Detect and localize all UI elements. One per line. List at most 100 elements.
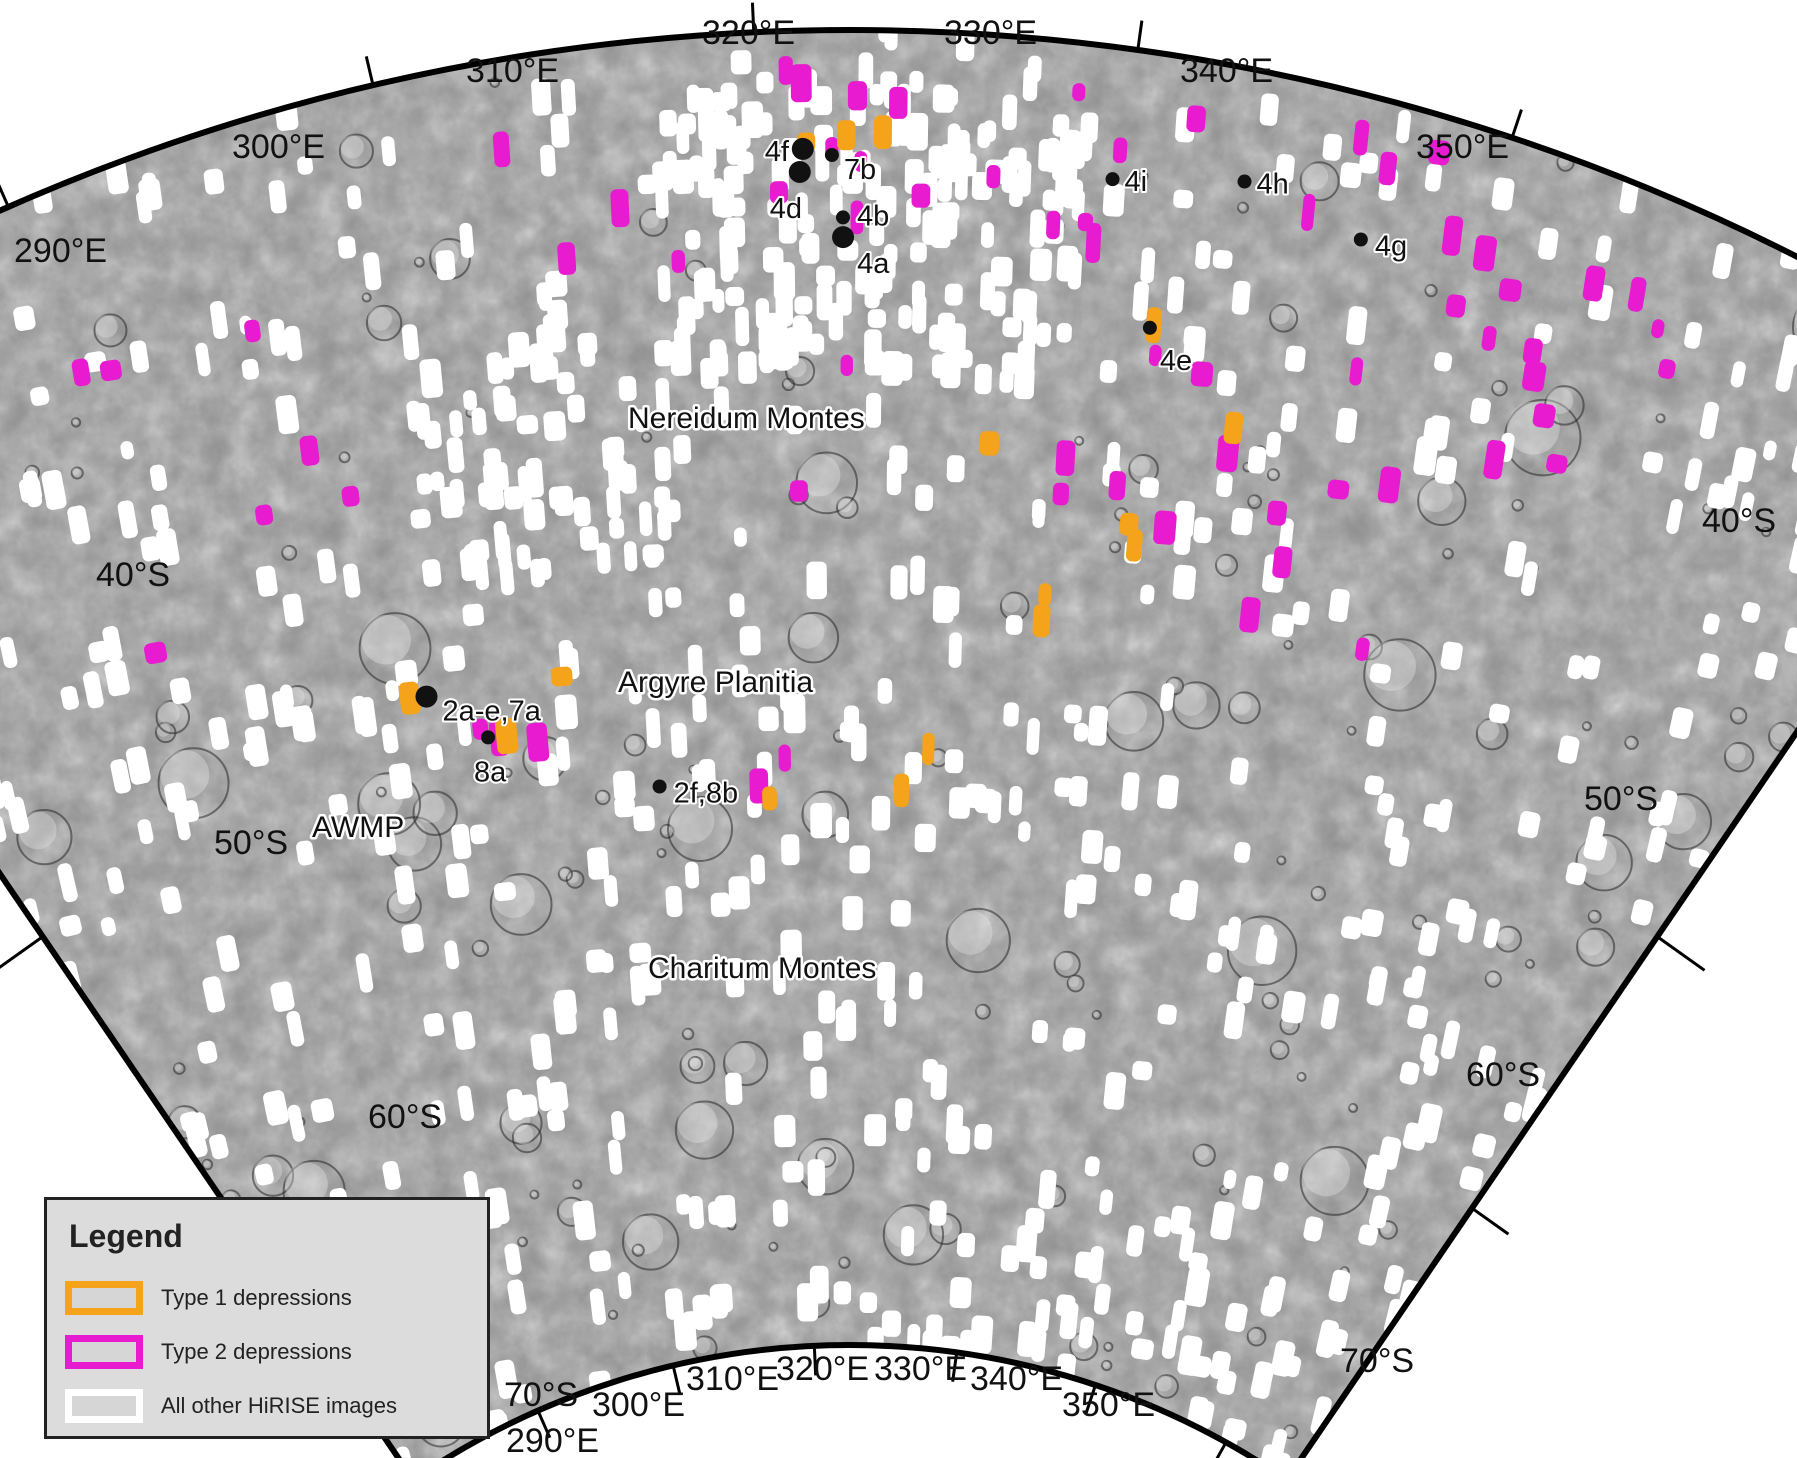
hirise-footprint: [629, 965, 646, 1006]
site-marker: [1237, 174, 1252, 189]
hirise-footprint: [1036, 322, 1052, 348]
crater-rim: [565, 869, 585, 889]
hirise-footprint: [1008, 785, 1023, 816]
crater-rim: [681, 1027, 695, 1041]
hirise-footprint: [844, 705, 860, 743]
hirise-footprint: [1315, 1319, 1339, 1358]
crater-highlight: [609, 1310, 615, 1317]
hirise-footprint: [1001, 94, 1018, 131]
hirise-footprint: [1012, 288, 1033, 321]
legend-item-type2: Type 2 depressions: [65, 1331, 352, 1373]
type2-footprint: [1266, 500, 1288, 526]
hirise-footprint: [286, 1010, 305, 1047]
hirise-footprint: [758, 349, 779, 370]
hirise-footprint: [362, 252, 382, 291]
hirise-footprint: [1079, 135, 1093, 162]
hirise-footprint: [1229, 757, 1249, 785]
hirise-footprint: [1157, 1004, 1177, 1025]
hirise-footprint: [1216, 1370, 1237, 1395]
hirise-footprint: [1056, 245, 1079, 282]
hirise-footprint: [999, 369, 1014, 393]
hirise-footprint: [1206, 952, 1223, 973]
site-label: 4b: [857, 200, 889, 232]
hirise-footprint: [737, 351, 757, 384]
hirise-footprint: [653, 486, 671, 509]
hirise-footprint: [1216, 472, 1233, 498]
hirise-footprint: [974, 363, 992, 395]
type2-footprint: [610, 189, 630, 228]
hirise-footprint: [881, 352, 903, 386]
type2-footprint: [1108, 470, 1127, 501]
hirise-footprint: [907, 1324, 921, 1350]
hirise-footprint: [629, 942, 652, 963]
hirise-footprint: [709, 339, 726, 363]
hirise-footprint: [1231, 507, 1253, 536]
type2-footprint: [840, 354, 853, 376]
hirise-footprint: [516, 414, 539, 435]
hirise-footprint: [1666, 498, 1683, 535]
hirise-footprint: [829, 184, 843, 216]
crater-highlight: [948, 910, 993, 955]
crater-rim: [412, 790, 458, 836]
hirise-footprint: [806, 561, 827, 600]
hirise-footprint: [837, 164, 853, 187]
crater-rim: [1587, 909, 1602, 924]
hirise-footprint: [1074, 874, 1097, 905]
hirise-footprint: [495, 394, 517, 422]
hirise-footprint: [1064, 879, 1079, 919]
site-marker: [824, 148, 839, 163]
lat-tick-right: [1656, 935, 1706, 972]
crater-rim: [1237, 201, 1250, 214]
hirise-footprint: [1434, 455, 1458, 485]
type2-footprint: [1055, 440, 1076, 477]
hirise-footprint: [1068, 776, 1088, 807]
hirise-footprint: [1340, 916, 1363, 940]
hirise-footprint: [1255, 933, 1278, 965]
crater-highlight: [1477, 719, 1500, 741]
hirise-footprint: [494, 1359, 519, 1399]
hirise-footprint: [1015, 1225, 1038, 1263]
hirise-footprint: [414, 402, 432, 440]
hirise-footprint: [710, 91, 732, 112]
hirise-footprint: [1407, 1004, 1429, 1029]
hirise-footprint: [310, 1098, 335, 1123]
hirise-footprint: [792, 320, 813, 352]
hirise-footprint: [637, 174, 658, 195]
crater-rim: [1215, 553, 1239, 577]
hirise-footprint: [944, 749, 964, 774]
hirise-footprint: [682, 1311, 699, 1331]
crater-highlight: [1238, 202, 1246, 210]
hirise-footprint: [209, 300, 229, 339]
hirise-footprint: [1038, 1169, 1057, 1210]
type2-footprint: [1651, 319, 1665, 339]
type2-footprint: [986, 164, 1001, 189]
type2-footprint: [144, 641, 168, 665]
crater-highlight: [567, 871, 579, 884]
hirise-footprint: [486, 352, 504, 384]
hirise-footprint: [589, 1250, 612, 1272]
crater-highlight: [1496, 927, 1515, 945]
hirise-footprint: [100, 917, 117, 937]
crater-highlight: [693, 1336, 711, 1354]
crater-rim: [201, 1158, 214, 1171]
hirise-footprint: [1424, 163, 1443, 192]
hirise-footprint: [944, 283, 963, 306]
type1-footprint: [1223, 411, 1244, 445]
site-label: 4i: [1125, 166, 1148, 198]
crater-highlight: [1443, 549, 1451, 556]
hirise-footprint: [1000, 1245, 1020, 1273]
crater-highlight: [174, 1063, 182, 1071]
hirise-footprint: [1236, 976, 1254, 1004]
hirise-footprint: [351, 695, 370, 735]
crater-highlight: [559, 867, 569, 878]
hirise-footprint: [135, 191, 153, 224]
lon-tick-bottom: [1084, 1384, 1097, 1414]
crater-rim: [1269, 1040, 1290, 1061]
hirise-footprint: [810, 802, 833, 839]
site-marker: [835, 210, 850, 225]
hirise-footprint: [1002, 317, 1022, 338]
type1-footprint: [979, 431, 1000, 456]
hirise-footprint: [694, 87, 714, 112]
hirise-footprint: [1166, 276, 1185, 314]
hirise-footprint: [945, 87, 959, 107]
